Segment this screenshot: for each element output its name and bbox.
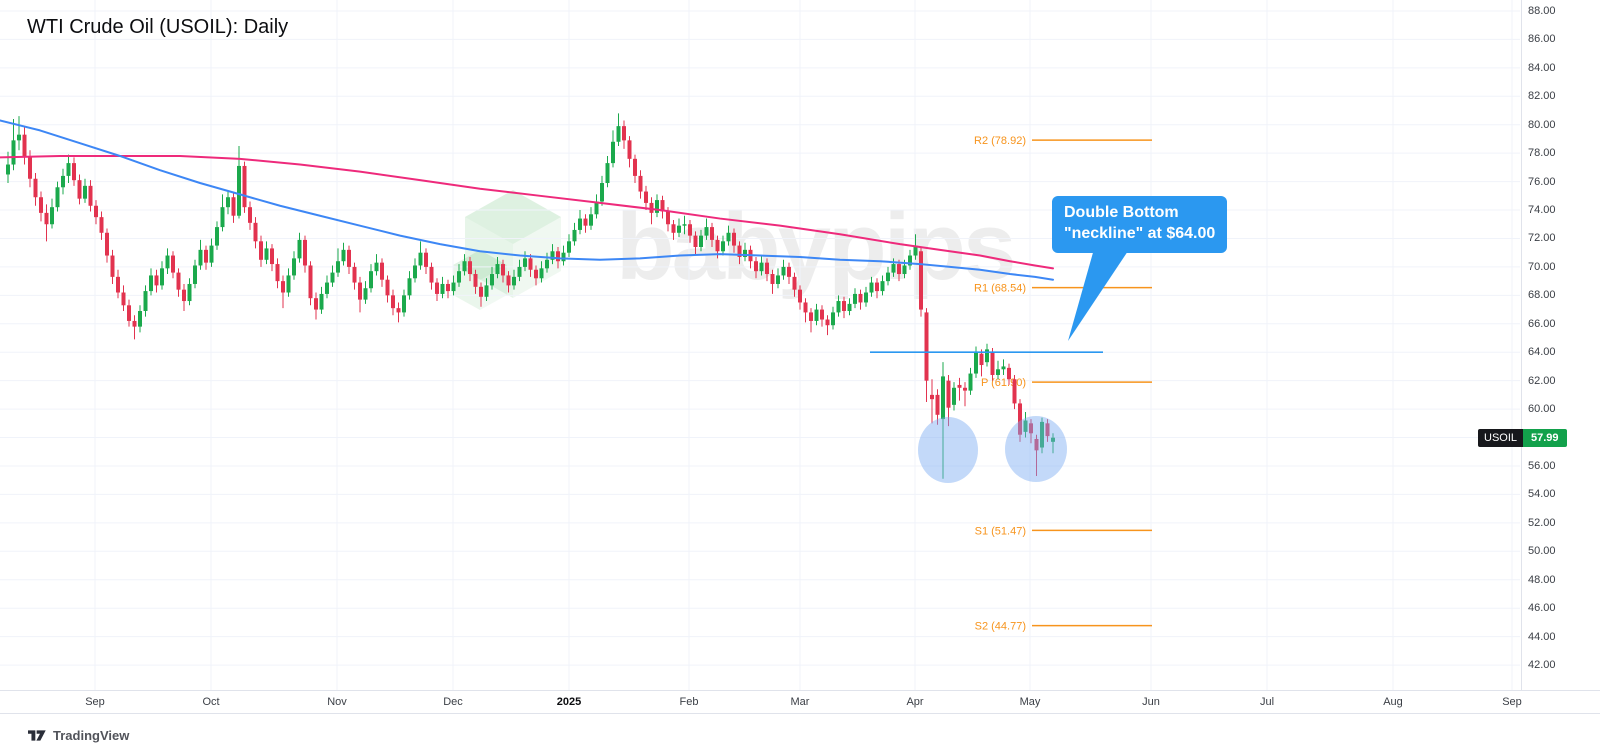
price-tick-label: 76.00 [1528,175,1556,188]
callout-tail [1068,242,1134,341]
price-tick-label: 84.00 [1528,61,1556,74]
pivot-label: P (61.90) [981,377,1026,389]
price-tick-label: 46.00 [1528,602,1556,615]
price-tick-label: 64.00 [1528,346,1556,359]
pivot-label: S2 (44.77) [975,621,1026,633]
price-chart-canvas[interactable]: R2 (78.92) R1 (68.54) P (61.90) S1 (51.47) S… [0,0,1600,690]
candlestick-series[interactable] [6,113,1055,479]
price-tick-label: 62.00 [1528,374,1556,387]
price-tick-label: 68.00 [1528,289,1556,302]
price-tick-label: 80.00 [1528,118,1556,131]
time-tick-label: May [1019,696,1041,708]
badge-price: 57.99 [1523,428,1567,447]
badge-symbol: USOIL [1478,428,1524,447]
price-tick-label: 86.00 [1528,33,1556,46]
price-tick-label: 72.00 [1528,232,1556,245]
price-tick-label: 70.00 [1528,260,1556,273]
double-bottom-ellipses[interactable] [918,416,1067,483]
pivot-label: R2 (78.92) [974,135,1026,147]
price-tick-label: 60.00 [1528,403,1556,416]
time-tick-label: Aug [1383,696,1403,708]
price-tick-label: 52.00 [1528,516,1556,529]
price-tick-label: 66.00 [1528,317,1556,330]
price-tick-label: 48.00 [1528,573,1556,586]
time-axis[interactable]: Sep Oct Nov Dec 2025 Feb Mar Apr May Jun Jul Aug Sep [0,690,1600,714]
time-tick-label: Nov [327,696,347,708]
callout-line2: "neckline" at $64.00 [1064,224,1216,242]
price-tick-label: 78.00 [1528,147,1556,160]
ma-slow-pink-line[interactable] [0,154,1054,270]
chart-title: WTI Crude Oil (USOIL): Daily [27,16,289,38]
time-tick-label: Apr [906,696,924,708]
price-tick-label: 42.00 [1528,659,1556,672]
price-tick-label: 82.00 [1528,90,1556,103]
time-tick-label: Jul [1259,696,1275,708]
time-tick-label: Jun [1142,696,1160,708]
time-tick-label: Sep [1502,696,1522,708]
double-bottom-callout[interactable]: Double Bottom "neckline" at $64.00 [1052,196,1228,253]
price-tick-label: 50.00 [1528,545,1556,558]
tradingview-logo-icon [28,729,46,741]
price-tick-label: 88.00 [1528,4,1556,17]
price-tick-label: 44.00 [1528,630,1556,643]
pivot-levels[interactable]: R2 (78.92) R1 (68.54) P (61.90) S1 (51.47) S… [974,135,1152,633]
pivot-label: S1 (51.47) [975,525,1026,537]
pivot-label: R1 (68.54) [974,283,1026,295]
callout-line1: Double Bottom [1064,204,1179,221]
grid-lines [0,0,1520,690]
time-tick-label: Sep [85,696,105,708]
time-tick-label: 2025 [556,696,582,708]
footer-bar: TradingView [0,713,1600,756]
watermark-text: babypips [616,193,1016,300]
price-axis[interactable]: 88.00 86.00 84.00 82.00 80.00 78.00 76.00 74.00… [1521,0,1600,690]
tradingview-label: TradingView [53,727,130,743]
price-tick-label: 56.00 [1528,459,1556,472]
time-tick-label: Feb [679,696,699,708]
tradingview-attribution[interactable]: TradingView [28,728,129,743]
price-tick-label: 54.00 [1528,488,1556,501]
price-tick-label: 74.00 [1528,204,1556,217]
time-tick-label: Oct [202,696,220,708]
time-tick-label: Mar [790,696,810,708]
time-tick-label: Dec [443,696,463,708]
last-price-badge: USOIL 57.99 [1478,428,1567,447]
ma-fast-blue-line[interactable] [0,119,1054,281]
